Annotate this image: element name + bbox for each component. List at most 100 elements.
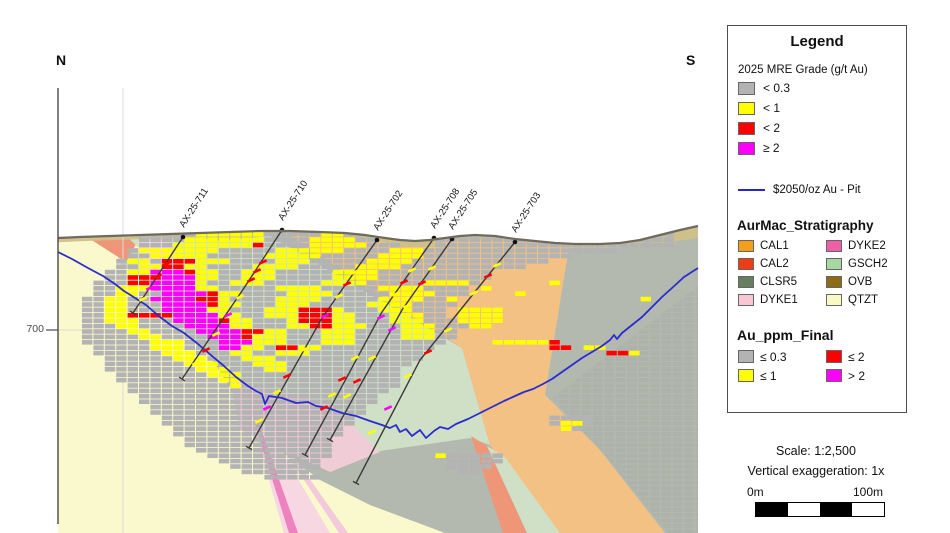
strat-item-label: CLSR5 — [760, 276, 798, 288]
assay-tick — [254, 418, 264, 424]
north-label: N — [56, 52, 67, 68]
au-item-swatch — [826, 369, 842, 382]
assay-tick — [252, 268, 262, 274]
au-item-label: > 2 — [848, 368, 866, 383]
assay-tick — [492, 262, 502, 268]
ghost-blocks — [552, 286, 698, 533]
assay-tick — [417, 280, 427, 286]
strat-item: CAL2 — [738, 255, 826, 273]
au-item: ≤ 1 — [738, 366, 826, 385]
grade-item-label: ≥ 2 — [763, 141, 780, 155]
strat-item: CLSR5 — [738, 273, 826, 291]
strat-item: DYKE1 — [738, 291, 826, 309]
strat-item-label: OVB — [848, 276, 873, 288]
strat-item-swatch — [826, 294, 842, 306]
grade-item: < 1 — [738, 98, 906, 118]
assay-tick — [443, 327, 453, 333]
assay-tick — [334, 293, 344, 299]
assay-tick — [403, 373, 413, 379]
scalebar-left-label: 0m — [747, 485, 764, 499]
strat-item-swatch — [738, 240, 754, 252]
assay-tick — [352, 378, 362, 384]
assay-tick — [138, 296, 148, 302]
grade-item: < 2 — [738, 118, 906, 138]
assay-tick — [272, 389, 282, 395]
drill-hole-label: AX-25-710 — [276, 179, 310, 223]
hole-end-tick — [245, 445, 253, 451]
collar-dot — [374, 237, 380, 243]
assay-tick — [469, 290, 479, 296]
grade-item-swatch — [738, 101, 755, 115]
vertical-exaggeration-text: Vertical exaggeration: 1x — [747, 464, 885, 478]
scale-text: Scale: 1:2,500 — [776, 444, 856, 458]
assay-tick — [399, 279, 409, 285]
strat-item: QTZT — [826, 291, 906, 309]
scale-bar-segment — [852, 503, 884, 516]
grade-item-swatch — [738, 81, 755, 95]
collar-dot — [180, 234, 186, 240]
assay-tick — [320, 313, 330, 319]
collar-dot — [512, 239, 518, 245]
scale-bar-segment — [788, 503, 820, 516]
grade-item-swatch — [738, 121, 755, 135]
assay-tick — [145, 285, 155, 291]
hole-end-tick — [352, 480, 360, 486]
south-label: S — [686, 52, 696, 68]
cross-section-map: AX-25-711 AX-25-710 AX-25-702 AX-25-708AX-2… — [46, 88, 699, 533]
assay-tick — [258, 259, 268, 265]
assay-tick — [161, 261, 171, 267]
grade-item-label: < 2 — [763, 121, 781, 135]
au-ppm-title: Au_ppm_Final — [737, 327, 834, 343]
assay-tick — [298, 347, 308, 353]
drill-hole-label: AX-25-711 — [177, 186, 211, 229]
au-item: > 2 — [826, 366, 906, 385]
pit-legend-label: $2050/oz Au - Pit — [773, 184, 861, 196]
strat-item-swatch — [738, 294, 754, 306]
strat-item-label: CAL2 — [760, 258, 789, 270]
strat-item-swatch — [738, 276, 754, 288]
scale-bar — [755, 502, 885, 517]
grade-item-swatch — [738, 141, 755, 155]
scalebar-right-label: 100m — [853, 485, 884, 499]
strat-item-swatch — [826, 276, 842, 288]
assay-tick — [387, 326, 397, 332]
hole-end-tick — [178, 376, 186, 382]
strat-item: DYKE2 — [826, 237, 906, 255]
assay-tick — [383, 405, 393, 411]
scale-bar-segment — [820, 503, 852, 516]
assay-tick — [376, 314, 386, 320]
strat-item-label: CAL1 — [760, 240, 789, 252]
assay-tick — [483, 273, 493, 279]
assay-tick — [191, 360, 201, 366]
au-item-swatch — [826, 350, 842, 363]
pit-line-swatch — [738, 189, 765, 191]
strat-item: OVB — [826, 273, 906, 291]
drill-trace — [329, 238, 453, 441]
assay-tick — [391, 291, 401, 297]
assay-tick — [423, 349, 433, 355]
grade-item-label: < 0.3 — [763, 81, 791, 95]
strat-item: CAL1 — [738, 237, 826, 255]
grade-legend-items: < 0.3 < 1 < 2 ≥ 2 — [738, 78, 906, 158]
grade-item-label: < 1 — [763, 101, 781, 115]
cal2-surface-sliver — [90, 237, 140, 262]
scale-bar-segment — [756, 503, 788, 516]
topography-line — [57, 224, 699, 246]
gsch2-band — [487, 446, 560, 533]
au-item-label: ≤ 1 — [760, 368, 777, 383]
assay-tick — [319, 405, 329, 411]
assay-tick — [427, 265, 437, 271]
cal1-wedge — [285, 233, 665, 533]
strat-item-swatch — [738, 258, 754, 270]
assay-tick — [327, 392, 337, 398]
drill-hole-label: AX-25-703 — [509, 191, 543, 235]
strat-item-label: QTZT — [848, 294, 879, 306]
assay-tick — [223, 312, 233, 318]
drill-hole-label: AX-25-702 — [371, 189, 405, 233]
assay-tick — [342, 281, 352, 287]
hole-end-tick — [129, 310, 137, 316]
strat-item-label: GSCH2 — [848, 258, 888, 270]
assay-tick — [246, 277, 256, 283]
grade-item: ≥ 2 — [738, 138, 906, 158]
